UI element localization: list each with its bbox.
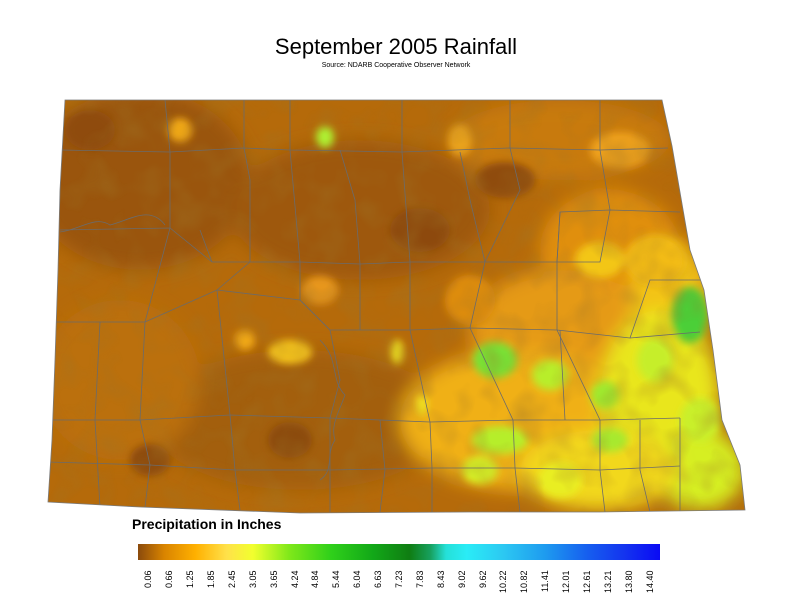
scale-tick-label: 8.43 bbox=[435, 570, 446, 588]
scale-tick-label: 14.40 bbox=[644, 570, 655, 593]
scale-tick-label: 12.61 bbox=[581, 570, 592, 593]
scale-tick-label: 9.02 bbox=[456, 570, 467, 588]
scale-tick-label: 7.23 bbox=[394, 570, 404, 588]
scale-tick-label: 13.21 bbox=[602, 570, 613, 593]
scale-tick-label: 1.85 bbox=[206, 570, 217, 588]
scale-tick-label: 3.05 bbox=[247, 570, 258, 588]
rainfall-surface bbox=[48, 100, 745, 513]
scale-tick-label: 5.44 bbox=[331, 570, 342, 588]
legend-title: Precipitation in Inches bbox=[132, 516, 282, 532]
scale-tick-label: 11.41 bbox=[540, 570, 551, 592]
scale-tick-label: 7.83 bbox=[414, 570, 425, 588]
scale-tick-label: 6.63 bbox=[373, 570, 384, 588]
scale-tick-label: 10.82 bbox=[519, 570, 530, 593]
scale-tick-label: 1.25 bbox=[185, 570, 196, 588]
scale-tick-label: 0.66 bbox=[164, 570, 175, 588]
scale-tick-label: 3.65 bbox=[268, 570, 279, 588]
scale-tick-label: 4.84 bbox=[310, 570, 321, 588]
scale-tick-label: 0.06 bbox=[143, 570, 154, 588]
county-lines bbox=[48, 100, 701, 513]
scale-tick-label: 4.24 bbox=[289, 570, 300, 588]
scale-tick-label: 2.45 bbox=[226, 570, 237, 588]
scale-tick-label: 13.80 bbox=[623, 570, 634, 593]
state-border bbox=[47, 99, 746, 514]
color-scale-gradient bbox=[138, 544, 660, 560]
scale-tick-label: 9.62 bbox=[477, 570, 488, 588]
map-source: Source: NDARB Cooperative Observer Netwo… bbox=[321, 62, 471, 69]
scale-tick-label: 6.04 bbox=[352, 570, 363, 588]
scale-tick-label: 10.22 bbox=[498, 570, 509, 593]
map-title: September 2005 Rainfall bbox=[274, 34, 518, 59]
scale-tick-label: 12.01 bbox=[561, 570, 572, 593]
